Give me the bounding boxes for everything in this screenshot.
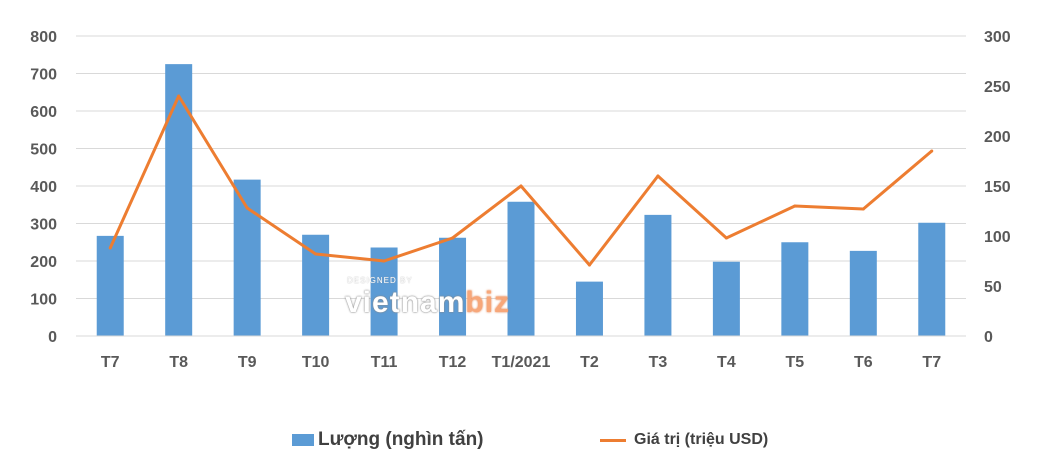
- line-point-0: [108, 246, 112, 250]
- y-axis-right: 0 50 100 150 200 250 300: [984, 29, 1011, 346]
- y-right-tick-label: 150: [984, 179, 1011, 196]
- x-tick-label: T1/2021: [492, 354, 551, 371]
- x-tick-label: T5: [786, 354, 805, 371]
- y-left-tick-label: 700: [30, 67, 57, 84]
- x-tick-label: T7: [101, 354, 120, 371]
- bar-12: [918, 222, 946, 336]
- bar-1: [165, 64, 193, 336]
- legend-label-bar: Lượng (nghìn tấn): [318, 429, 484, 450]
- x-tick-label: T2: [580, 354, 599, 371]
- line-point-11: [861, 207, 865, 211]
- y-left-tick-label: 200: [30, 254, 57, 271]
- line-point-6: [519, 184, 523, 188]
- bar-2: [233, 179, 261, 336]
- y-right-tick-label: 50: [984, 279, 1002, 296]
- x-tick-label: T8: [169, 354, 188, 371]
- x-tick-label: T3: [649, 354, 668, 371]
- y-right-tick-label: 250: [984, 79, 1011, 96]
- y-left-tick-label: 0: [48, 329, 57, 346]
- line-point-9: [724, 236, 728, 240]
- x-tick-label: T12: [439, 354, 467, 371]
- x-tick-label: T10: [302, 354, 330, 371]
- bar-9: [712, 261, 740, 336]
- line-point-2: [245, 206, 249, 210]
- y-left-tick-label: 300: [30, 217, 57, 234]
- y-right-tick-label: 0: [984, 329, 993, 346]
- bar-8: [644, 214, 672, 336]
- bar-3: [302, 234, 330, 336]
- bar-10: [781, 242, 809, 336]
- y-right-tick-label: 100: [984, 229, 1011, 246]
- x-tick-label: T9: [238, 354, 257, 371]
- line-point-5: [451, 236, 455, 240]
- y-right-tick-label: 200: [984, 129, 1011, 146]
- line-point-1: [177, 94, 181, 98]
- bar-7: [575, 281, 603, 336]
- y-right-tick-label: 300: [984, 29, 1011, 46]
- y-axis-left: 0 100 200 300 400 500 600 700 800: [30, 29, 57, 346]
- x-tick-label: T4: [717, 354, 736, 371]
- legend-swatch-line: [600, 438, 626, 442]
- legend-swatch-bar: [292, 434, 314, 446]
- y-left-tick-label: 800: [30, 29, 57, 46]
- bar-0: [96, 235, 124, 336]
- x-tick-label: T6: [854, 354, 873, 371]
- line-point-8: [656, 174, 660, 178]
- y-left-tick-label: 500: [30, 142, 57, 159]
- x-axis: T7 T8 T9 T10 T11 T12 T1/2021 T2 T3 T4 T5 T6 T7: [76, 335, 966, 371]
- legend-label-line: Giá trị (triệu USD): [634, 431, 769, 448]
- bar-series: [96, 64, 946, 336]
- bar-6: [507, 201, 535, 336]
- line-series: [108, 94, 934, 267]
- line-point-10: [793, 204, 797, 208]
- legend-item-line: Giá trị (triệu USD): [600, 428, 768, 452]
- line-point-3: [314, 252, 318, 256]
- y-left-tick-label: 100: [30, 292, 57, 309]
- y-left-tick-label: 600: [30, 104, 57, 121]
- bar-5: [439, 237, 467, 336]
- line-point-7: [587, 263, 591, 267]
- line-point-12: [930, 149, 934, 153]
- bar-11: [849, 250, 877, 336]
- y-left-tick-label: 400: [30, 179, 57, 196]
- x-tick-label: T11: [371, 354, 398, 371]
- legend-item-bar: Lượng (nghìn tấn): [292, 428, 484, 452]
- x-tick-label: T7: [922, 354, 941, 371]
- line-point-4: [382, 259, 386, 263]
